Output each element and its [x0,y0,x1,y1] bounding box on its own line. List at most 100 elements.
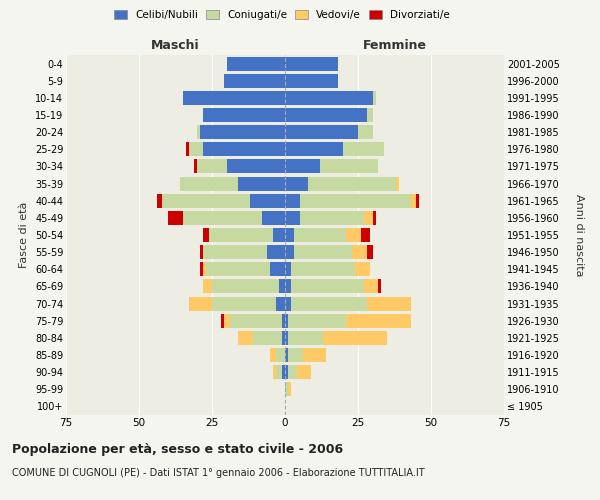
Bar [282,365,285,379]
Bar [274,365,276,379]
Text: Femmine: Femmine [362,38,427,52]
Bar [227,56,285,70]
Bar [291,296,367,310]
Bar [299,194,410,207]
Y-axis label: Fasce di età: Fasce di età [19,202,29,268]
Bar [285,228,294,242]
Bar [285,160,320,173]
Bar [203,262,206,276]
Bar [285,194,299,207]
Bar [367,245,373,259]
Bar [168,211,183,225]
Bar [285,331,288,345]
Bar [416,194,419,207]
Bar [364,280,379,293]
Bar [291,262,355,276]
Bar [291,280,364,293]
Bar [271,262,285,276]
Bar [238,176,285,190]
Bar [194,160,197,173]
Bar [288,331,323,345]
Bar [285,382,288,396]
Bar [294,245,352,259]
Bar [200,245,203,259]
Bar [373,91,376,105]
Text: Popolazione per età, sesso e stato civile - 2006: Popolazione per età, sesso e stato civil… [12,442,343,456]
Bar [250,194,285,207]
Bar [203,108,285,122]
Bar [186,142,188,156]
Bar [296,365,311,379]
Bar [203,228,209,242]
Bar [355,262,370,276]
Bar [299,211,364,225]
Bar [203,280,212,293]
Bar [285,262,291,276]
Bar [180,176,238,190]
Bar [285,74,338,88]
Bar [262,211,285,225]
Bar [285,125,358,139]
Bar [203,142,285,156]
Bar [276,296,285,310]
Bar [188,142,203,156]
Bar [285,108,367,122]
Bar [285,176,308,190]
Bar [274,228,285,242]
Bar [221,314,224,328]
Bar [361,228,370,242]
Bar [288,365,296,379]
Bar [285,211,299,225]
Bar [373,211,376,225]
Bar [302,348,326,362]
Bar [183,211,262,225]
Bar [268,245,285,259]
Bar [346,228,361,242]
Bar [224,314,230,328]
Bar [285,365,288,379]
Bar [285,296,291,310]
Bar [209,228,274,242]
Bar [396,176,399,190]
Bar [358,125,373,139]
Bar [308,176,396,190]
Bar [230,314,282,328]
Bar [227,160,285,173]
Bar [346,314,410,328]
Bar [285,280,291,293]
Bar [212,296,276,310]
Bar [163,194,250,207]
Bar [276,365,282,379]
Bar [279,280,285,293]
Bar [200,262,203,276]
Bar [206,262,271,276]
Bar [188,296,212,310]
Bar [253,331,282,345]
Bar [288,348,302,362]
Bar [285,348,288,362]
Bar [197,160,227,173]
Bar [320,160,379,173]
Bar [364,211,373,225]
Bar [200,125,285,139]
Bar [285,56,338,70]
Bar [343,142,384,156]
Bar [271,348,276,362]
Bar [410,194,416,207]
Bar [288,314,346,328]
Bar [294,228,346,242]
Bar [323,331,387,345]
Bar [238,331,253,345]
Legend: Celibi/Nubili, Coniugati/e, Vedovi/e, Divorziati/e: Celibi/Nubili, Coniugati/e, Vedovi/e, Di… [112,8,452,22]
Bar [285,314,288,328]
Bar [367,296,410,310]
Bar [276,348,285,362]
Bar [288,382,291,396]
Bar [367,108,373,122]
Bar [379,280,382,293]
Bar [157,194,163,207]
Bar [203,245,268,259]
Bar [285,142,343,156]
Bar [285,91,373,105]
Text: Maschi: Maschi [151,38,200,52]
